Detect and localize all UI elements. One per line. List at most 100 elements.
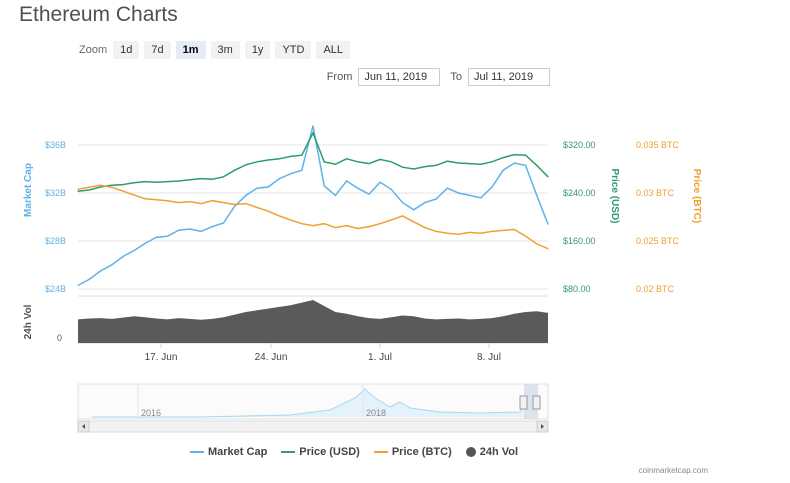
legend-price-btc[interactable]: Price (BTC) [373, 446, 452, 458]
series-1-point [346, 158, 348, 160]
series-1-point [513, 154, 516, 156]
series-2-point [166, 200, 169, 202]
zoom-1y-button[interactable]: 1y [244, 41, 271, 59]
series-1-point [525, 154, 527, 156]
legend-volume-swatch [465, 447, 476, 457]
series-1-point [77, 190, 79, 192]
usd-tick-2: $160.00 [563, 236, 596, 246]
series-2-point [435, 230, 437, 232]
series-1-point [334, 163, 336, 165]
series-1-point [312, 132, 314, 134]
series-0-point [99, 270, 101, 272]
series-1-point [491, 161, 493, 163]
navigator-scrollbar[interactable] [77, 420, 549, 433]
series-1-point [234, 169, 236, 171]
series-0-point [144, 242, 146, 244]
zoom-label: Zoom [79, 44, 108, 56]
series-1-point [200, 178, 202, 180]
navigator[interactable]: 2016 2018 [77, 383, 549, 433]
series-0-point [424, 202, 426, 204]
series-0-point [457, 192, 460, 194]
legend-market-cap[interactable]: Market Cap [190, 446, 267, 458]
usd-tick-0: $320.00 [563, 140, 596, 150]
series-0-point [211, 226, 213, 228]
series-2-point [469, 231, 471, 233]
legend-market-cap-label: Market Cap [208, 446, 268, 458]
zoom-3m-button[interactable]: 3m [210, 41, 240, 59]
series-0-point [77, 284, 79, 286]
series-2-point [122, 190, 124, 192]
series-1-point [99, 186, 101, 188]
series-0-point [334, 194, 336, 196]
series-1-point [88, 189, 90, 191]
navigator-selection[interactable] [524, 384, 538, 419]
zoom-ytd-button[interactable]: YTD [275, 41, 312, 59]
page-title: Ethereum Charts [19, 3, 178, 26]
series-1-point [368, 163, 370, 165]
series-1-point [267, 159, 269, 161]
series-1-point [189, 179, 191, 181]
series-0-point [133, 250, 135, 252]
legend-price-usd[interactable]: Price (USD) [281, 446, 360, 458]
series-0-point [256, 187, 258, 189]
series-2-point [256, 206, 258, 208]
legend-price-btc-label: Price (BTC) [391, 446, 452, 458]
series-1-point [122, 184, 124, 186]
left-tick-1: $32B [45, 188, 66, 198]
series-1-point [424, 166, 426, 168]
series-2-point [513, 228, 516, 231]
series-0-point [122, 256, 124, 258]
price-btc-line [77, 184, 549, 250]
legend: Market Cap Price (USD) Price (BTC) 24h V… [190, 446, 532, 458]
series-0-point [222, 222, 225, 224]
market-cap-line [77, 125, 549, 287]
btc-tick-1: 0.03 BTC [636, 188, 675, 198]
navigator-right-handle[interactable] [532, 395, 541, 410]
series-0-point [245, 194, 247, 196]
zoom-all-button[interactable]: ALL [316, 41, 351, 59]
series-1-point [155, 181, 157, 183]
series-1-point [222, 176, 225, 178]
series-2-point [222, 202, 225, 204]
legend-volume[interactable]: 24h Vol [465, 446, 518, 458]
series-2-point [301, 223, 303, 225]
navigator-left-handle[interactable] [519, 395, 528, 410]
series-2-point [323, 223, 325, 225]
series-0-point [446, 187, 448, 189]
series-1-point [211, 178, 213, 180]
legend-price-usd-label: Price (USD) [299, 446, 360, 458]
series-2-point [211, 200, 213, 202]
series-2-point [525, 235, 527, 237]
series-1-point [133, 182, 135, 184]
series-0-point [469, 194, 471, 196]
series-2-point [111, 186, 113, 188]
series-2-point [234, 203, 236, 206]
series-0-point [513, 162, 516, 164]
volume-tick-0: 0 [57, 333, 62, 343]
zoom-1d-button[interactable]: 1d [113, 41, 140, 59]
series-2-point [491, 230, 493, 232]
btc-tick-0: 0.035 BTC [636, 140, 680, 150]
to-date-input[interactable] [468, 68, 550, 86]
series-1-point [144, 181, 146, 183]
series-1-point [413, 168, 415, 170]
series-0-point [200, 230, 202, 232]
volume-axis-title: 24h Vol [23, 304, 34, 339]
series-2-point [312, 225, 314, 227]
from-date-input[interactable] [358, 68, 441, 86]
chevron-right-icon [541, 424, 544, 429]
series-1-point [323, 161, 325, 163]
series-2-point [88, 186, 90, 188]
series-0-point [346, 180, 348, 182]
btc-tick-2: 0.025 BTC [636, 236, 680, 246]
series-0-point [491, 186, 493, 188]
series-1-point [278, 158, 280, 160]
series-1-point [536, 164, 538, 166]
date-range: From To [317, 68, 550, 86]
series-2-point [144, 198, 146, 200]
series-0-point [278, 178, 280, 180]
series-1-point [547, 176, 549, 178]
zoom-1m-button[interactable]: 1m [175, 41, 206, 59]
series-2-point [368, 226, 370, 228]
zoom-7d-button[interactable]: 7d [144, 41, 171, 59]
